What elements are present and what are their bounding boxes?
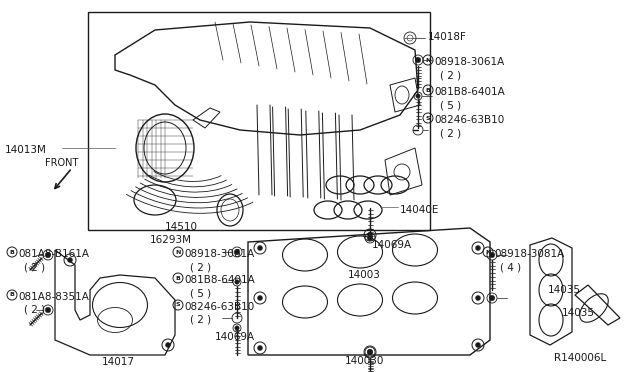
Circle shape bbox=[166, 343, 170, 347]
Text: 16293M: 16293M bbox=[150, 235, 192, 245]
Circle shape bbox=[415, 57, 420, 63]
Circle shape bbox=[45, 307, 51, 313]
Text: 14035: 14035 bbox=[562, 308, 595, 318]
Text: 14003: 14003 bbox=[348, 270, 381, 280]
Text: FRONT: FRONT bbox=[45, 158, 79, 168]
Circle shape bbox=[489, 252, 495, 258]
Circle shape bbox=[234, 249, 240, 255]
Circle shape bbox=[367, 235, 372, 241]
Text: ( 5 ): ( 5 ) bbox=[190, 288, 211, 298]
Circle shape bbox=[476, 295, 481, 301]
Text: 08918-3061A: 08918-3061A bbox=[184, 249, 254, 259]
Text: N: N bbox=[485, 250, 491, 254]
Text: 14040E: 14040E bbox=[400, 205, 440, 215]
Text: B: B bbox=[10, 292, 15, 298]
Text: 14013M: 14013M bbox=[5, 145, 47, 155]
Text: ( 4 ): ( 4 ) bbox=[500, 262, 521, 272]
Text: 081A8-8351A: 081A8-8351A bbox=[18, 292, 89, 302]
Text: 08246-63B10: 08246-63B10 bbox=[434, 115, 504, 125]
Circle shape bbox=[235, 280, 239, 284]
Text: 14018F: 14018F bbox=[428, 32, 467, 42]
Text: ( 2 ): ( 2 ) bbox=[440, 70, 461, 80]
Text: N: N bbox=[175, 250, 180, 254]
Circle shape bbox=[45, 252, 51, 258]
Circle shape bbox=[416, 94, 420, 98]
Text: B: B bbox=[426, 87, 431, 93]
Circle shape bbox=[257, 346, 262, 350]
Circle shape bbox=[489, 295, 495, 301]
Text: 081B8-6401A: 081B8-6401A bbox=[184, 275, 255, 285]
Text: R140006L: R140006L bbox=[554, 353, 606, 363]
Text: 140030: 140030 bbox=[345, 356, 385, 366]
Text: 14510: 14510 bbox=[165, 222, 198, 232]
Circle shape bbox=[367, 232, 372, 237]
Text: ( 2 ): ( 2 ) bbox=[24, 262, 45, 272]
Circle shape bbox=[476, 246, 481, 250]
Text: 081B8-6401A: 081B8-6401A bbox=[434, 87, 505, 97]
Text: ( 2 ): ( 2 ) bbox=[190, 262, 211, 272]
Text: B: B bbox=[10, 250, 15, 254]
Text: B: B bbox=[175, 276, 180, 280]
Text: 08246-63B10: 08246-63B10 bbox=[184, 302, 254, 312]
Circle shape bbox=[257, 246, 262, 250]
Text: N: N bbox=[426, 58, 431, 62]
Text: 14069A: 14069A bbox=[215, 332, 255, 342]
Text: ( 2 ): ( 2 ) bbox=[440, 128, 461, 138]
Text: 14017: 14017 bbox=[102, 357, 134, 367]
Text: S: S bbox=[426, 115, 430, 121]
Text: ( 5 ): ( 5 ) bbox=[440, 100, 461, 110]
Text: ( 2 ): ( 2 ) bbox=[190, 315, 211, 325]
Text: ( 2 ): ( 2 ) bbox=[24, 305, 45, 315]
Text: 14069A: 14069A bbox=[372, 240, 412, 250]
Text: S: S bbox=[176, 302, 180, 308]
Circle shape bbox=[257, 295, 262, 301]
Circle shape bbox=[367, 350, 372, 355]
Text: 14035: 14035 bbox=[548, 285, 581, 295]
Circle shape bbox=[67, 257, 72, 263]
Text: 08918-3061A: 08918-3061A bbox=[434, 57, 504, 67]
Circle shape bbox=[367, 349, 372, 355]
Text: 081A8-B161A: 081A8-B161A bbox=[18, 249, 89, 259]
Circle shape bbox=[235, 326, 239, 330]
Text: 08918-3081A: 08918-3081A bbox=[494, 249, 564, 259]
Circle shape bbox=[476, 343, 481, 347]
